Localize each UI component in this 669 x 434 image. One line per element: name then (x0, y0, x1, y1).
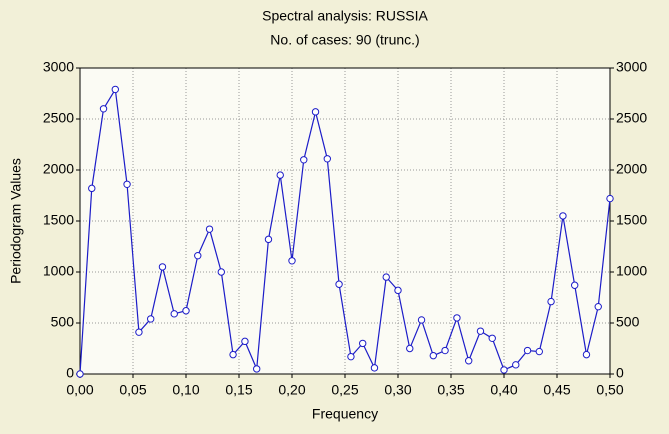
data-point (394, 286, 402, 295)
data-point (88, 184, 96, 193)
data-point (465, 357, 473, 365)
y2-tick-label: 2000 (616, 161, 647, 177)
data-point (264, 235, 273, 244)
data-point (500, 366, 508, 374)
y-tick-label: 500 (51, 314, 75, 330)
chart-subtitle: No. of cases: 90 (trunc.) (270, 32, 419, 48)
data-point (76, 370, 84, 378)
y-tick-label: 3000 (43, 59, 74, 75)
data-point (158, 263, 167, 271)
y2-tick-label: 2500 (616, 110, 647, 126)
series-line (79, 87, 611, 375)
data-point (582, 350, 591, 359)
data-point (359, 339, 367, 348)
data-point (370, 364, 379, 372)
data-point (347, 352, 355, 361)
x-tick-label: 0,05 (119, 382, 146, 398)
data-point (429, 351, 437, 360)
data-point (241, 337, 249, 346)
data-point (441, 346, 449, 355)
data-point (476, 327, 485, 335)
y-tick-label: 1000 (43, 263, 74, 279)
y2-tick-label: 0 (616, 365, 624, 381)
data-point (406, 344, 414, 353)
y-axis-label: Periodogram Values (8, 158, 24, 284)
data-point (288, 257, 296, 265)
data-point (147, 315, 155, 323)
x-tick-label: 0,45 (543, 382, 570, 398)
data-point (594, 302, 602, 311)
data-point (547, 297, 555, 306)
data-point (111, 85, 119, 94)
data-point (135, 328, 143, 336)
x-tick-label: 0,20 (278, 382, 305, 398)
plot-frame (79, 67, 611, 375)
x-tick-label: 0,00 (66, 382, 93, 398)
data-point (417, 316, 426, 324)
y2-tick-label: 1500 (616, 212, 647, 228)
data-point (99, 105, 108, 113)
data-point (606, 194, 614, 203)
data-point (323, 155, 331, 163)
data-point (217, 268, 225, 276)
x-tick-label: 0,50 (596, 382, 623, 398)
x-axis-label: Frequency (312, 406, 378, 422)
y2-tick-label: 3000 (616, 59, 647, 75)
data-point (535, 347, 543, 356)
y-tick-label: 1500 (43, 212, 74, 228)
y2-tick-label: 500 (616, 314, 640, 330)
x-tick-label: 0,25 (331, 382, 358, 398)
data-point (488, 334, 496, 342)
data-point (205, 225, 214, 233)
y-tick-label: 2500 (43, 110, 74, 126)
data-point (311, 108, 320, 116)
data-point (229, 350, 237, 359)
data-point (182, 307, 190, 315)
data-point (382, 273, 390, 281)
data-point (453, 314, 461, 322)
data-point (300, 156, 308, 164)
x-tick-label: 0,30 (384, 382, 411, 398)
x-tick-label: 0,40 (490, 382, 517, 398)
data-point (170, 310, 178, 318)
data-point (512, 361, 520, 369)
data-point (523, 346, 532, 355)
y-tick-label: 0 (66, 365, 74, 381)
chart-title: Spectral analysis: RUSSIA (262, 8, 428, 24)
x-tick-label: 0,35 (437, 382, 464, 398)
data-point (559, 212, 567, 220)
data-point (335, 280, 343, 288)
data-point (253, 365, 261, 373)
data-point (123, 180, 131, 188)
y-tick-label: 2000 (43, 161, 74, 177)
data-point (194, 251, 202, 260)
data-point (276, 171, 284, 179)
x-tick-label: 0,10 (172, 382, 199, 398)
x-tick-label: 0,15 (225, 382, 252, 398)
data-point (571, 281, 579, 289)
y2-tick-label: 1000 (616, 263, 647, 279)
